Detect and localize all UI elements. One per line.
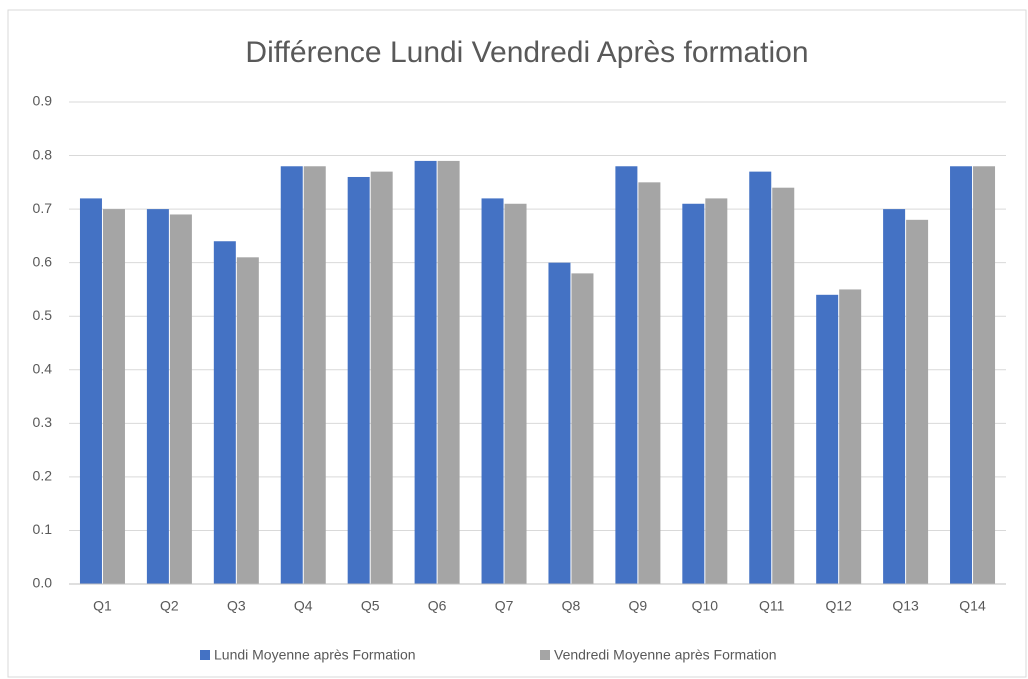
bar — [481, 198, 504, 584]
x-tick-label: Q4 — [294, 598, 313, 614]
bar — [906, 219, 929, 585]
bar — [146, 209, 169, 584]
y-tick-label: 0.7 — [33, 200, 53, 216]
bar — [638, 182, 661, 585]
x-tick-label: Q1 — [93, 598, 112, 614]
bar — [414, 160, 437, 584]
y-tick-label: 0.1 — [33, 521, 53, 537]
y-tick-label: 0.2 — [33, 468, 53, 484]
bar — [437, 160, 460, 584]
chart-title: Différence Lundi Vendredi Après formatio… — [245, 36, 808, 69]
legend-swatch — [200, 650, 210, 660]
bar — [816, 294, 839, 584]
y-tick-label: 0.0 — [33, 575, 53, 591]
bar — [772, 187, 795, 584]
x-tick-label: Q11 — [759, 598, 785, 614]
y-tick-label: 0.3 — [33, 414, 53, 430]
x-tick-label: Q14 — [959, 598, 986, 614]
bar — [973, 166, 996, 584]
bar — [303, 166, 326, 584]
x-tick-label: Q9 — [629, 598, 648, 614]
x-tick-label: Q5 — [361, 598, 380, 614]
bar — [504, 203, 527, 584]
bar — [280, 166, 303, 584]
y-tick-label: 0.6 — [33, 253, 53, 269]
y-tick-label: 0.4 — [33, 360, 53, 376]
x-tick-label: Q10 — [692, 598, 719, 614]
legend-label: Lundi Moyenne après Formation — [214, 647, 416, 663]
bar — [213, 241, 236, 584]
bar — [571, 273, 594, 584]
legend-label: Vendredi Moyenne après Formation — [554, 647, 777, 663]
x-tick-label: Q8 — [562, 598, 581, 614]
bar — [347, 176, 370, 584]
bar — [705, 198, 728, 584]
bar — [839, 289, 862, 584]
bar — [79, 198, 102, 584]
y-tick-label: 0.8 — [33, 146, 53, 162]
bar — [682, 203, 705, 584]
bar — [548, 262, 571, 584]
x-tick-label: Q12 — [825, 598, 852, 614]
bar — [615, 166, 638, 584]
x-tick-label: Q2 — [160, 598, 179, 614]
bar — [102, 209, 125, 584]
x-tick-label: Q13 — [892, 598, 919, 614]
x-tick-label: Q6 — [428, 598, 447, 614]
legend-swatch — [540, 650, 550, 660]
y-tick-label: 0.9 — [33, 93, 53, 109]
x-tick-label: Q3 — [227, 598, 246, 614]
bar — [883, 209, 906, 584]
bar — [236, 257, 259, 584]
y-tick-label: 0.5 — [33, 307, 53, 323]
x-tick-label: Q7 — [495, 598, 514, 614]
bar — [749, 171, 772, 584]
bar — [370, 171, 393, 584]
bar — [169, 214, 192, 584]
bar — [950, 166, 973, 584]
